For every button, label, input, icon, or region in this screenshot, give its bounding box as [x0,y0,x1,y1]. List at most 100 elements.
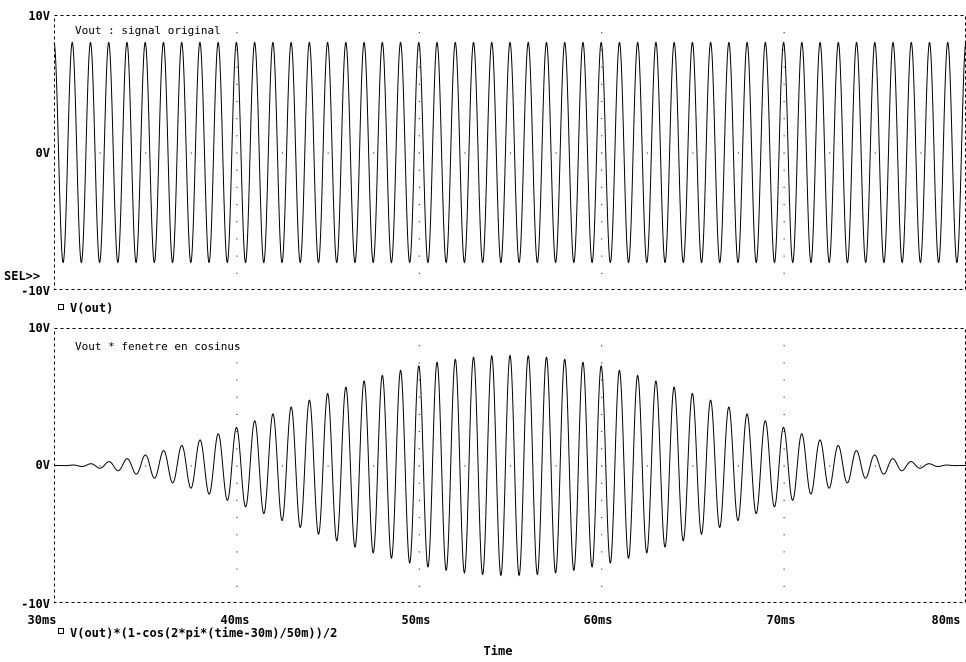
grid-dot [783,345,785,347]
xtick-60ms: 60ms [584,613,613,627]
grid-dot [418,499,420,501]
grid-dot [601,238,603,240]
grid-dot [327,465,329,467]
grid-dot [418,135,420,137]
grid-dot [418,465,420,467]
grid-dot [783,568,785,570]
top-panel: Vout : signal original 10V 0V -10V SEL>>… [4,9,966,315]
grid-dot [236,49,238,51]
grid-dot [236,482,238,484]
grid-dot [783,534,785,536]
top-grid [99,32,922,274]
grid-dot [282,465,283,467]
grid-dot [145,152,147,154]
grid-dot [601,396,603,398]
grid-dot [555,465,557,467]
grid-dot [236,465,238,467]
grid-dot [783,221,785,223]
grid-dot [418,431,420,433]
grid-dot [783,204,785,206]
xtick-30ms: 30ms [28,613,57,627]
grid-dot [738,152,739,154]
grid-dot [783,100,785,102]
x-axis-label: Time [484,644,513,658]
grid-dot [646,465,648,467]
grid-dot [236,551,238,553]
grid-dot [236,272,238,274]
grid-dot [783,169,785,171]
grid-dot [236,362,238,364]
top-ytick-min: -10V [21,284,50,298]
grid-dot [555,152,557,154]
grid-dot [783,238,785,240]
grid-dot [236,83,238,85]
grid-dot [236,186,238,188]
grid-dot [418,568,420,570]
top-legend[interactable]: V(out) [70,301,113,315]
grid-dot [418,585,420,587]
grid-dot [236,517,238,519]
grid-dot [418,448,420,450]
bottom-signal-line [54,354,966,577]
grid-dot [236,255,238,257]
grid-dot [601,517,603,519]
grid-dot [236,32,238,34]
grid-dot [418,534,420,536]
grid-dot [601,499,603,501]
grid-dot [418,221,420,223]
grid-dot [601,186,603,188]
grid-dot [783,255,785,257]
grid-dot [327,152,329,154]
grid-dot [783,396,785,398]
grid-dot [783,272,785,274]
grid-dot [783,362,785,364]
grid-dot [783,135,785,137]
xtick-70ms: 70ms [767,613,796,627]
grid-dot [601,100,603,102]
grid-dot [282,152,283,154]
grid-dot [601,362,603,364]
grid-dot [692,152,694,154]
grid-dot [236,499,238,501]
bottom-legend-marker-icon [58,628,64,634]
grid-dot [783,431,785,433]
grid-dot [601,448,603,450]
grid-dot [236,152,238,154]
grid-dot [601,221,603,223]
grid-dot [236,379,238,381]
grid-dot [783,482,785,484]
grid-dot [236,585,238,587]
bottom-annotation: Vout * fenetre en cosinus [75,340,241,353]
grid-dot [99,465,101,467]
grid-dot [418,272,420,274]
grid-dot [783,49,785,51]
grid-dot [236,448,238,450]
grid-dot [236,345,238,347]
grid-dot [418,49,420,51]
grid-dot [601,169,603,171]
grid-dot [236,413,238,415]
grid-dot [373,152,375,154]
grid-dot [783,83,785,85]
grid-dot [601,379,603,381]
grid-dot [418,100,420,102]
grid-dot [601,482,603,484]
grid-dot [418,83,420,85]
grid-dot [236,396,238,398]
grid-dot [738,465,739,467]
bottom-legend[interactable]: V(out)*(1-cos(2*pi*(time-30m)/50m))/2 [70,626,337,640]
grid-dot [920,465,922,467]
selection-marker[interactable]: SEL>> [4,269,40,283]
grid-dot [464,465,466,467]
grid-dot [418,362,420,364]
bottom-grid [99,345,922,587]
grid-dot [783,585,785,587]
grid-dot [236,238,238,240]
grid-dot [601,465,603,467]
grid-dot [601,152,603,154]
grid-dot [236,118,238,120]
grid-dot [601,49,603,51]
grid-dot [783,499,785,501]
grid-dot [145,465,147,467]
